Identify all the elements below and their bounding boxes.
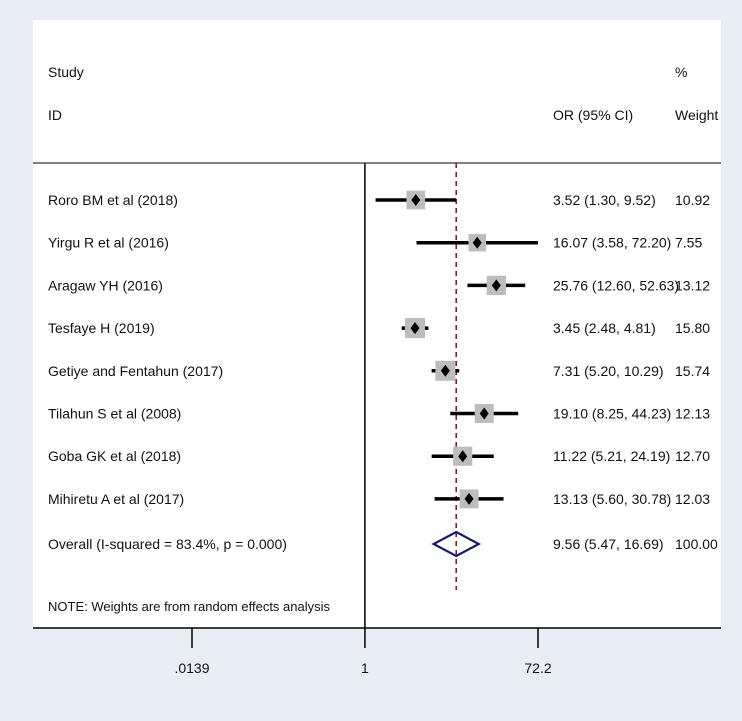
plot-area bbox=[33, 20, 721, 628]
study-label: Tesfaye H (2019) bbox=[48, 320, 155, 336]
or-ci-text: 3.52 (1.30, 9.52) bbox=[553, 192, 656, 208]
column-header: Study ID OR (95% CI) % Weight bbox=[48, 64, 718, 123]
study-row: Getiye and Fentahun (2017) 7.31 (5.20, 10… bbox=[48, 360, 710, 381]
weight-text: 15.80 bbox=[675, 320, 710, 336]
or-ci-text: 19.10 (8.25, 44.23) bbox=[553, 406, 671, 422]
x-tick-label: 72.2 bbox=[524, 660, 551, 676]
study-label: Roro BM et al (2018) bbox=[48, 192, 178, 208]
point-estimate bbox=[410, 322, 420, 335]
or-ci-text: 3.45 (2.48, 4.81) bbox=[553, 320, 656, 336]
header-weight: Weight bbox=[675, 107, 718, 123]
weight-text: 12.03 bbox=[675, 491, 710, 507]
x-tick-label: .0139 bbox=[174, 660, 209, 676]
overall-row: Overall (I-squared = 83.4%, p = 0.000) 9.… bbox=[48, 530, 718, 558]
study-label: Goba GK et al (2018) bbox=[48, 448, 181, 464]
weight-text: 7.55 bbox=[675, 235, 702, 251]
or-ci-text: 16.07 (3.58, 72.20) bbox=[553, 235, 671, 251]
point-estimate bbox=[491, 279, 501, 292]
weight-text: 12.70 bbox=[675, 448, 710, 464]
point-estimate bbox=[440, 364, 450, 377]
header-study: Study bbox=[48, 64, 84, 80]
study-row: Goba GK et al (2018) 11.22 (5.21, 24.19) 1… bbox=[48, 446, 710, 466]
study-label: Yirgu R et al (2016) bbox=[48, 235, 169, 251]
or-ci-text: 25.76 (12.60, 52.63) bbox=[553, 277, 679, 293]
or-ci-text: 11.22 (5.21, 24.19) bbox=[553, 448, 670, 464]
or-ci-text: 13.13 (5.60, 30.78) bbox=[553, 491, 671, 507]
point-estimate bbox=[411, 194, 421, 206]
study-label: Tilahun S et al (2008) bbox=[48, 406, 181, 422]
header-id: ID bbox=[48, 107, 62, 123]
overall-diamond bbox=[431, 530, 482, 558]
header-or: OR (95% CI) bbox=[553, 107, 633, 123]
overall-weight-text: 100.00 bbox=[675, 536, 718, 552]
point-estimate bbox=[472, 236, 482, 249]
study-row: Roro BM et al (2018) 3.52 (1.30, 9.52) 10.… bbox=[48, 190, 710, 210]
point-estimate bbox=[479, 407, 489, 420]
note-text: NOTE: Weights are from random effects an… bbox=[48, 599, 331, 614]
weight-text: 15.74 bbox=[675, 363, 710, 379]
point-estimate bbox=[458, 450, 468, 463]
x-tick-label: 1 bbox=[361, 660, 369, 676]
study-label: Mihiretu A et al (2017) bbox=[48, 491, 184, 507]
x-axis: .0139 1 72.2 bbox=[33, 627, 721, 676]
study-label: Aragaw YH (2016) bbox=[48, 277, 163, 293]
weight-text: 12.13 bbox=[675, 406, 710, 422]
weight-text: 10.92 bbox=[675, 192, 710, 208]
study-rows: Roro BM et al (2018) 3.52 (1.30, 9.52) 10.… bbox=[48, 163, 718, 628]
header-percent: % bbox=[675, 64, 687, 80]
point-estimate bbox=[464, 492, 474, 505]
weight-text: 13.12 bbox=[675, 277, 710, 293]
study-row: Yirgu R et al (2016) 16.07 (3.58, 72.20) 7… bbox=[48, 233, 702, 252]
study-row: Aragaw YH (2016) 25.76 (12.60, 52.63)13.1… bbox=[48, 275, 710, 296]
study-label: Getiye and Fentahun (2017) bbox=[48, 363, 223, 379]
overall-or-ci-text: 9.56 (5.47, 16.69) bbox=[553, 536, 664, 552]
study-row: Tilahun S et al (2008) 19.10 (8.25, 44.23… bbox=[48, 403, 710, 424]
or-ci-text: 7.31 (5.20, 10.29) bbox=[553, 363, 664, 379]
study-row: Tesfaye H (2019) 3.45 (2.48, 4.81) 15.80 bbox=[48, 318, 710, 339]
study-row: Mihiretu A et al (2017) 13.13 (5.60, 30.7… bbox=[48, 489, 710, 509]
overall-label: Overall (I-squared = 83.4%, p = 0.000) bbox=[48, 536, 287, 552]
